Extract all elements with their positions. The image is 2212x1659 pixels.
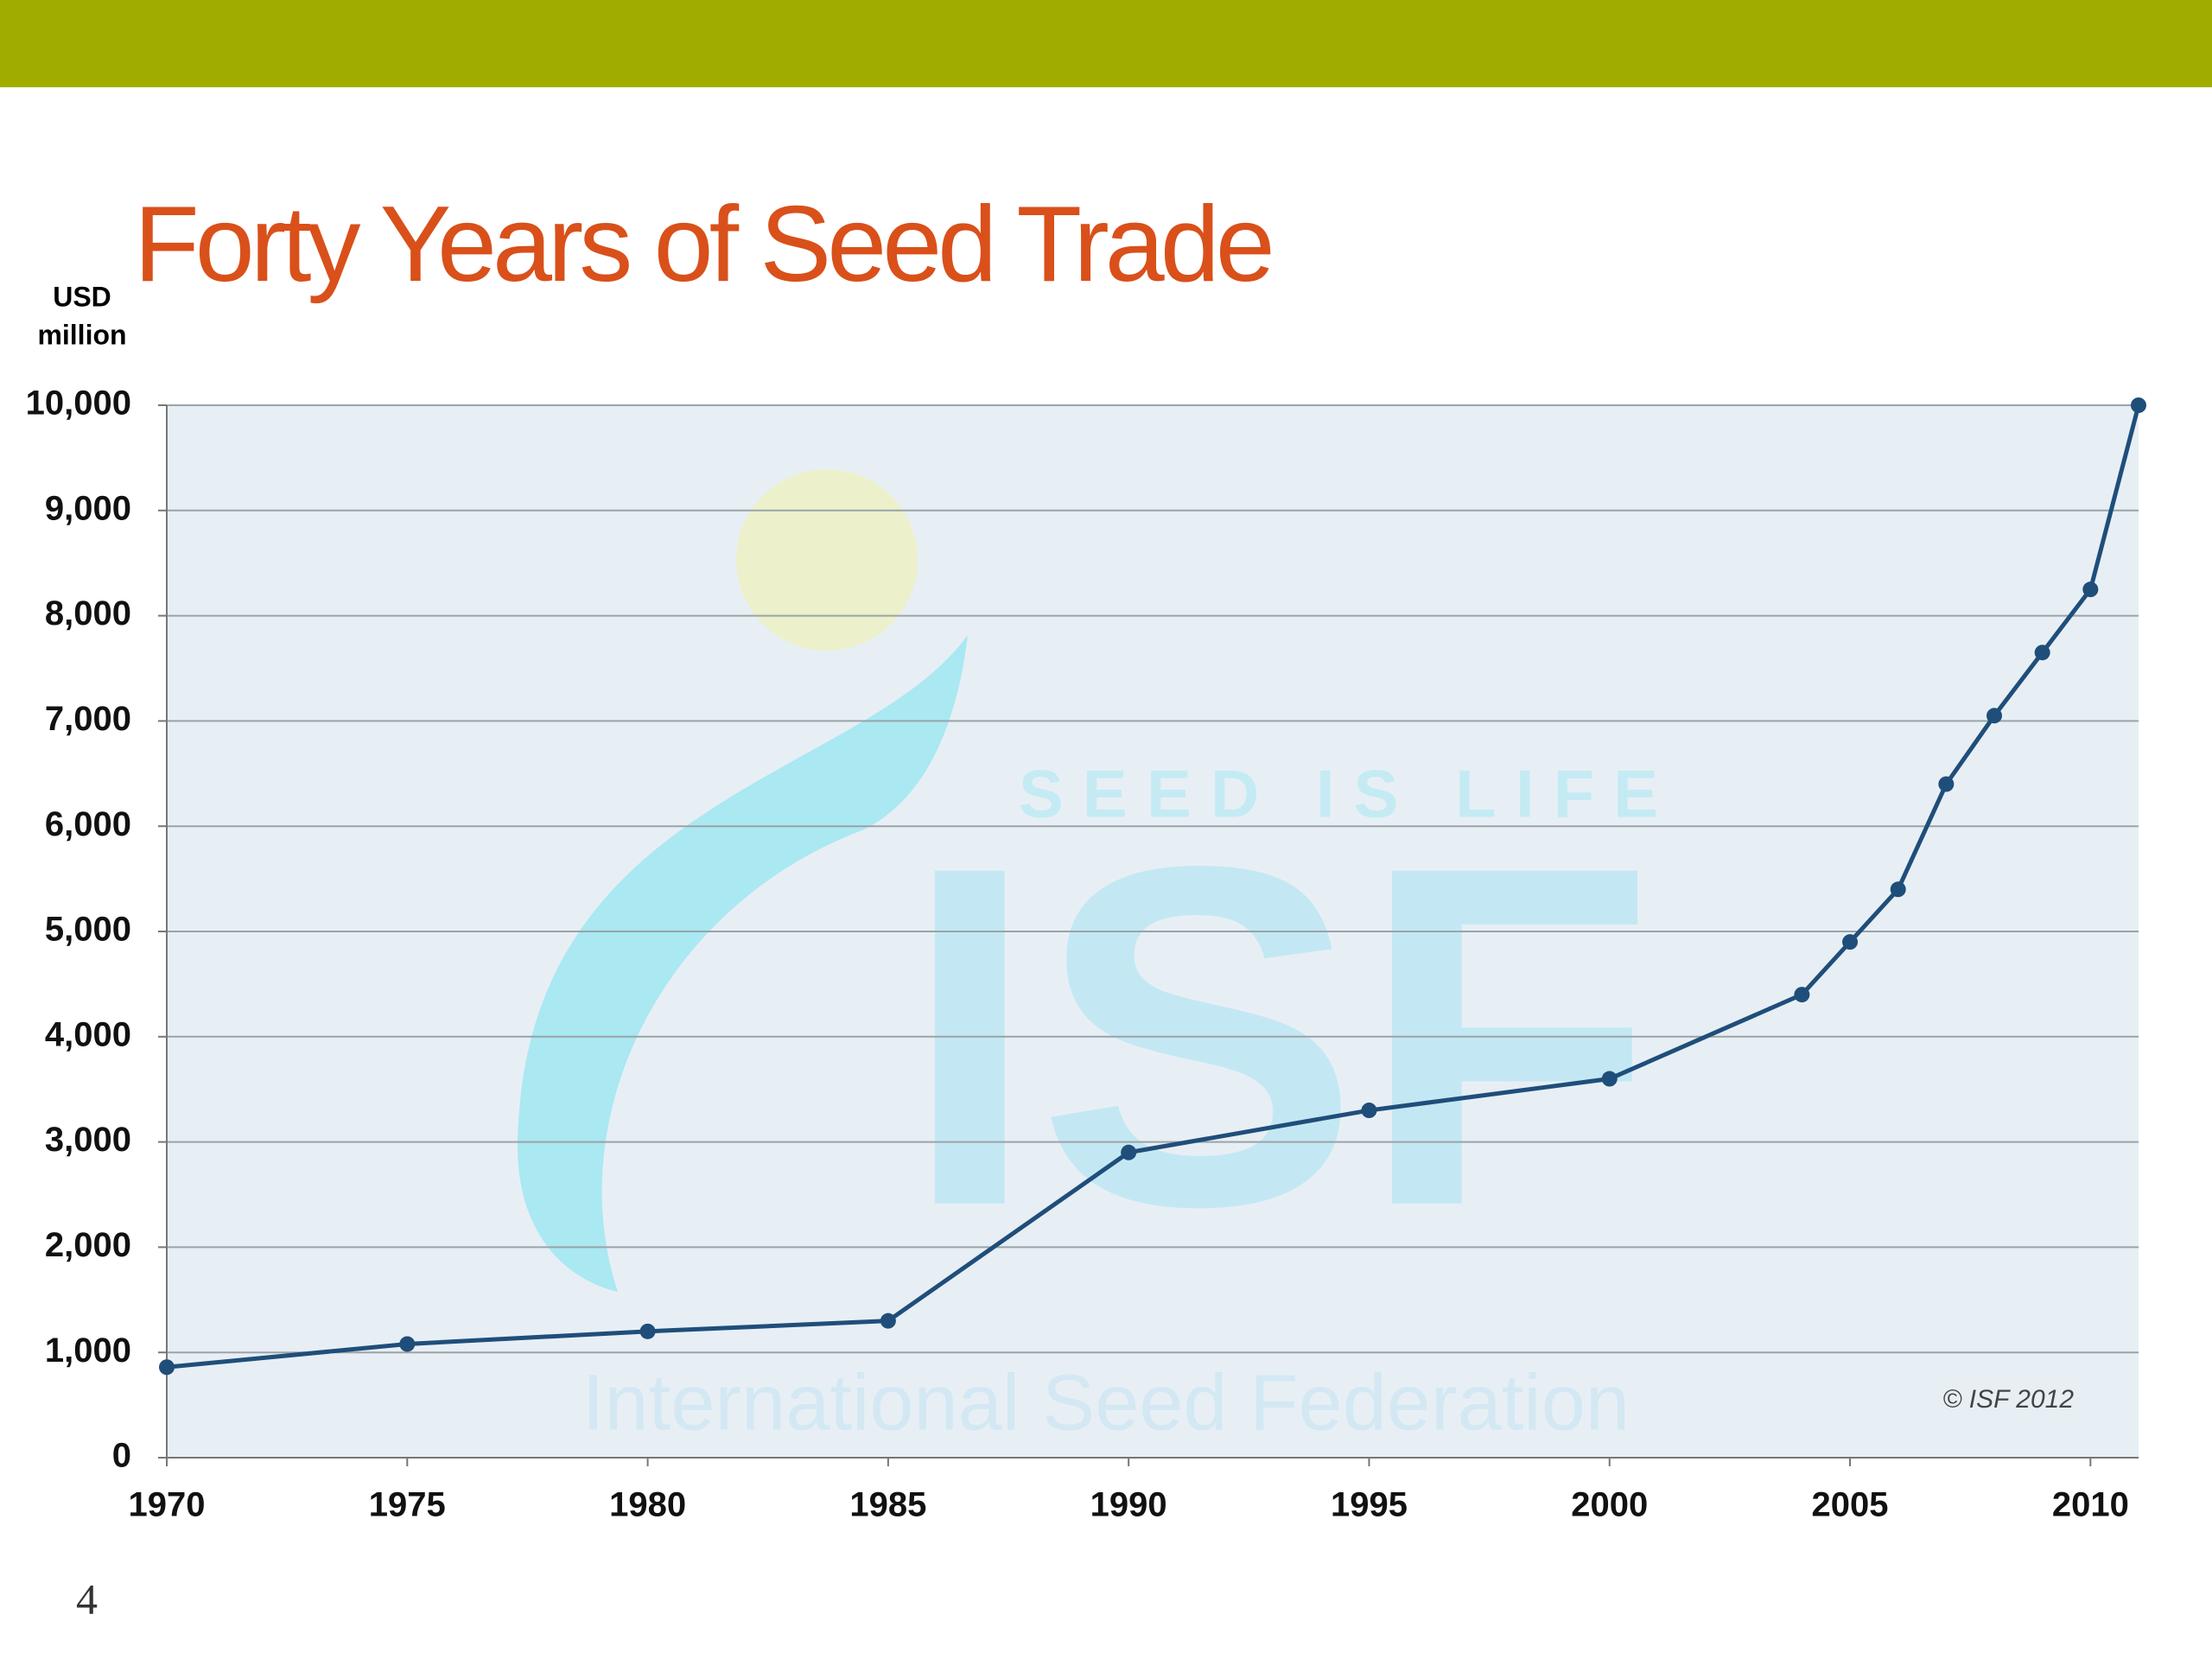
y-tick-label: 2,000 <box>45 1226 131 1264</box>
data-point <box>2034 645 2050 661</box>
watermark-logo <box>517 469 968 1292</box>
y-tick-label: 6,000 <box>45 805 131 843</box>
y-tick-label: 10,000 <box>26 385 131 423</box>
x-tick-label: 1995 <box>1331 1486 1408 1524</box>
data-point <box>639 1323 656 1339</box>
y-tick-label: 5,000 <box>45 911 131 949</box>
x-tick-label: 2000 <box>1571 1486 1648 1524</box>
data-point <box>880 1313 896 1329</box>
x-tick-label: 2005 <box>1812 1486 1889 1524</box>
data-point <box>2131 397 2146 413</box>
data-point <box>1938 776 1955 792</box>
data-point <box>1794 987 1810 1003</box>
x-tick-label: 2010 <box>2052 1486 2129 1524</box>
x-tick-label: 1985 <box>849 1486 926 1524</box>
data-point <box>1842 934 1859 950</box>
page-number: 4 <box>76 1574 98 1623</box>
data-point <box>1601 1071 1618 1087</box>
x-tick-label: 1970 <box>129 1486 206 1524</box>
data-point <box>159 1359 175 1376</box>
chart-title: Forty Years of Seed Trade <box>134 185 1271 304</box>
data-point <box>2082 582 2099 598</box>
y-tick-label: 7,000 <box>45 700 131 738</box>
data-point <box>1361 1103 1377 1119</box>
watermark-name: International Seed Federation <box>582 1358 1630 1446</box>
y-tick-label: 8,000 <box>45 594 131 632</box>
y-tick-label: 1,000 <box>45 1332 131 1370</box>
y-tick-label: 4,000 <box>45 1015 131 1053</box>
logo-dot <box>736 469 918 651</box>
x-tick-label: 1975 <box>369 1486 446 1524</box>
copyright-note: © ISF 2012 <box>1942 1385 2074 1414</box>
data-point <box>1986 708 2003 724</box>
y-tick-label: 0 <box>112 1437 131 1475</box>
y-axis-label: million <box>37 319 126 350</box>
x-tick-label: 1980 <box>609 1486 686 1524</box>
x-tick-label: 1990 <box>1090 1486 1167 1524</box>
y-tick-label: 3,000 <box>45 1121 131 1159</box>
data-point <box>399 1336 416 1352</box>
watermark-tagline: SEED IS LIFE <box>1019 756 1677 832</box>
y-axis-label: USD <box>53 281 111 312</box>
data-point <box>1890 881 1906 898</box>
header-bar <box>0 0 2212 87</box>
logo-swoosh <box>517 635 968 1292</box>
data-point <box>1121 1144 1137 1160</box>
y-tick-label: 9,000 <box>45 489 131 527</box>
